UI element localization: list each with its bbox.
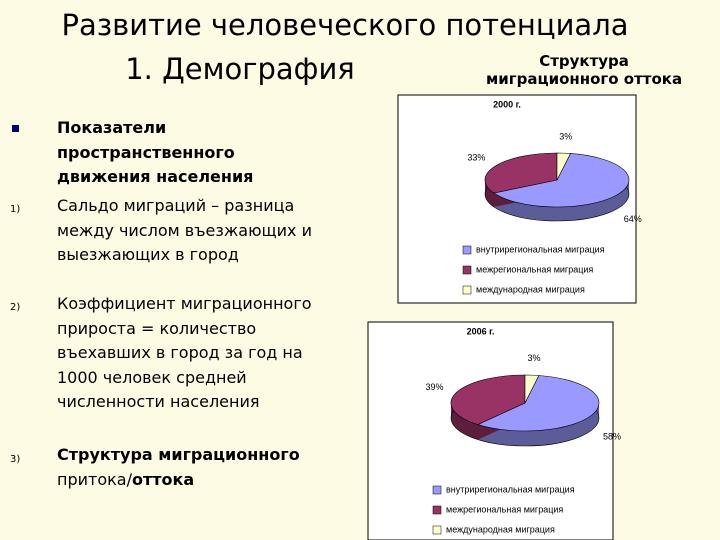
legend-label: межрегиональная миграция <box>476 264 593 274</box>
pie-slice <box>484 152 558 194</box>
item-part: притока/ <box>57 469 132 489</box>
legend-swatch <box>462 245 472 255</box>
item: Коэффициент миграционного прироста = кол… <box>57 294 312 411</box>
value-label: 3% <box>559 131 572 141</box>
legend-swatch <box>432 485 442 495</box>
subtitle: Структура миграционного оттока <box>486 52 682 88</box>
pie-slice <box>556 152 571 181</box>
value-label: 3% <box>528 353 541 363</box>
legend-swatch <box>462 265 472 275</box>
item-part: оттока <box>131 469 195 489</box>
pie-slice <box>450 374 526 425</box>
title: Развитие человеческого потенциала <box>61 8 629 42</box>
subtitle-line: Структура <box>539 52 629 70</box>
item: Показатели пространственного движения на… <box>57 118 254 186</box>
marker: 2) <box>10 302 21 313</box>
title: 1. Демография <box>125 52 355 86</box>
subtitle-line: миграционного оттока <box>486 70 683 88</box>
legend-label: межрегиональная миграция <box>446 504 563 514</box>
marker: 1) <box>10 204 21 215</box>
legend-swatch <box>462 285 472 295</box>
chart-title: 2000 г. <box>493 99 521 109</box>
pie-slice <box>524 374 540 404</box>
chart-title: 2006 г. <box>467 326 495 336</box>
legend-label: внутрирегиональная миграция <box>446 484 575 494</box>
value-label: 58% <box>603 431 621 441</box>
value-label: 33% <box>467 152 485 162</box>
pie-slice <box>493 153 630 208</box>
legend-label: внутрирегиональная миграция <box>476 244 605 254</box>
legend-label: международная миграция <box>446 524 555 534</box>
bullet <box>12 125 19 132</box>
legend-swatch <box>432 525 442 535</box>
item: Сальдо миграций – разница между числом в… <box>57 196 312 264</box>
pie-slice <box>476 375 600 432</box>
legend-swatch <box>432 505 442 515</box>
item-part: Структура миграционного <box>57 445 300 464</box>
marker: 3) <box>10 454 21 465</box>
value-label: 39% <box>425 382 443 392</box>
legend-label: международная миграция <box>476 284 585 294</box>
value-label: 64% <box>624 214 642 224</box>
item: Структура миграционного притока/оттока <box>57 443 319 492</box>
